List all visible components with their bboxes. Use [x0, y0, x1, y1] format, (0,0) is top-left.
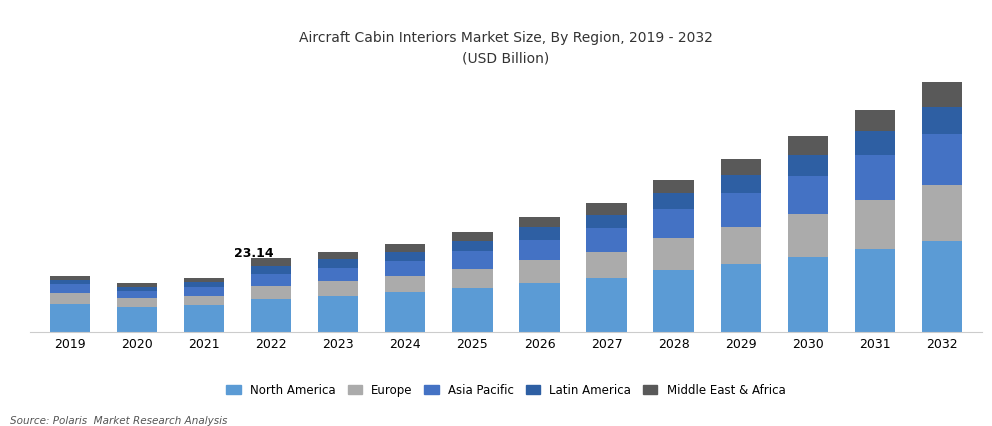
Bar	[251, 286, 292, 299]
Bar	[452, 269, 492, 288]
Bar	[50, 280, 90, 285]
Bar	[117, 308, 157, 332]
Bar	[318, 268, 358, 281]
Bar	[117, 291, 157, 298]
Bar	[385, 261, 426, 276]
Bar	[922, 107, 962, 134]
Bar	[520, 217, 559, 227]
Bar	[720, 175, 761, 193]
Bar	[452, 241, 492, 251]
Bar	[520, 227, 559, 239]
Bar	[720, 193, 761, 227]
Bar	[50, 294, 90, 303]
Bar	[318, 259, 358, 268]
Bar	[385, 252, 426, 261]
Bar	[251, 258, 292, 266]
Bar	[788, 136, 828, 155]
Bar	[654, 238, 693, 270]
Bar	[720, 264, 761, 332]
Bar	[117, 283, 157, 287]
Bar	[318, 252, 358, 259]
Bar	[251, 299, 292, 332]
Bar	[385, 292, 426, 332]
Bar	[50, 276, 90, 280]
Bar	[922, 185, 962, 241]
Bar	[452, 232, 492, 241]
Bar	[855, 249, 895, 332]
Bar	[520, 283, 559, 332]
Bar	[720, 159, 761, 175]
Bar	[50, 303, 90, 332]
Bar	[452, 288, 492, 332]
Bar	[922, 134, 962, 185]
Bar	[654, 209, 693, 238]
Bar	[586, 215, 627, 228]
Bar	[788, 155, 828, 176]
Bar	[520, 260, 559, 283]
Bar	[385, 244, 426, 252]
Bar	[117, 287, 157, 291]
Bar	[520, 239, 559, 260]
Bar	[586, 252, 627, 278]
Bar	[654, 270, 693, 332]
Bar	[788, 257, 828, 332]
Bar	[184, 287, 224, 296]
Bar	[318, 296, 358, 332]
Bar	[251, 266, 292, 274]
Bar	[117, 298, 157, 308]
Bar	[654, 193, 693, 209]
Text: 23.14: 23.14	[234, 247, 274, 260]
Bar	[922, 82, 962, 107]
Bar	[184, 296, 224, 305]
Bar	[184, 282, 224, 287]
Bar	[586, 228, 627, 252]
Text: Source: Polaris  Market Research Analysis: Source: Polaris Market Research Analysis	[10, 416, 227, 426]
Bar	[855, 155, 895, 200]
Bar	[855, 131, 895, 155]
Bar	[855, 109, 895, 131]
Bar	[788, 176, 828, 214]
Legend: North America, Europe, Asia Pacific, Latin America, Middle East & Africa: North America, Europe, Asia Pacific, Lat…	[222, 379, 790, 402]
Bar	[184, 305, 224, 332]
Bar	[855, 200, 895, 249]
Bar	[452, 251, 492, 269]
Title: Aircraft Cabin Interiors Market Size, By Region, 2019 - 2032
(USD Billion): Aircraft Cabin Interiors Market Size, By…	[299, 31, 713, 66]
Bar	[654, 180, 693, 193]
Bar	[788, 214, 828, 257]
Bar	[50, 285, 90, 294]
Bar	[251, 274, 292, 286]
Bar	[586, 278, 627, 332]
Bar	[586, 203, 627, 215]
Bar	[720, 227, 761, 264]
Bar	[385, 276, 426, 292]
Bar	[922, 241, 962, 332]
Bar	[184, 278, 224, 282]
Bar	[318, 281, 358, 296]
